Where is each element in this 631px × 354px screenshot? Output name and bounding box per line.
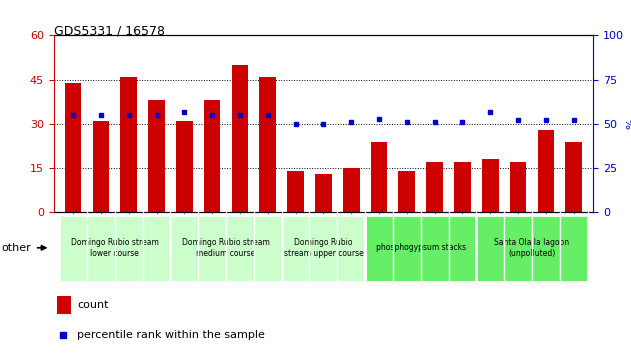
Bar (170, 215, 281, 282)
Bar (287, 171, 304, 212)
Text: other: other (1, 243, 31, 253)
Bar (315, 174, 332, 212)
Text: count: count (78, 300, 109, 310)
Bar (281, 215, 365, 282)
Bar (476, 215, 587, 282)
Bar (59, 215, 170, 282)
Y-axis label: %: % (627, 119, 631, 129)
Bar (93, 121, 109, 212)
Text: phosphogypsum stacks: phosphogypsum stacks (375, 243, 466, 252)
Bar (204, 100, 220, 212)
Text: GDS5331 / 16578: GDS5331 / 16578 (54, 25, 165, 38)
Bar (259, 77, 276, 212)
Bar (510, 162, 526, 212)
Bar (65, 82, 81, 212)
Bar (454, 162, 471, 212)
Bar (370, 142, 387, 212)
Bar (57, 296, 71, 314)
Bar (398, 171, 415, 212)
Bar (565, 142, 582, 212)
Text: Domingo Rubio stream
medium course: Domingo Rubio stream medium course (182, 238, 270, 258)
Text: Domingo Rubio stream
lower course: Domingo Rubio stream lower course (71, 238, 159, 258)
Bar (538, 130, 554, 212)
Bar (148, 100, 165, 212)
Text: percentile rank within the sample: percentile rank within the sample (78, 330, 265, 341)
Bar (365, 215, 476, 282)
Bar (176, 121, 192, 212)
Text: Domingo Rubio
stream upper course: Domingo Rubio stream upper course (283, 238, 363, 258)
Bar (482, 159, 498, 212)
Bar (232, 65, 249, 212)
Bar (343, 168, 360, 212)
Text: Santa Olalla lagoon
(unpolluted): Santa Olalla lagoon (unpolluted) (495, 238, 570, 258)
Bar (427, 162, 443, 212)
Bar (121, 77, 137, 212)
